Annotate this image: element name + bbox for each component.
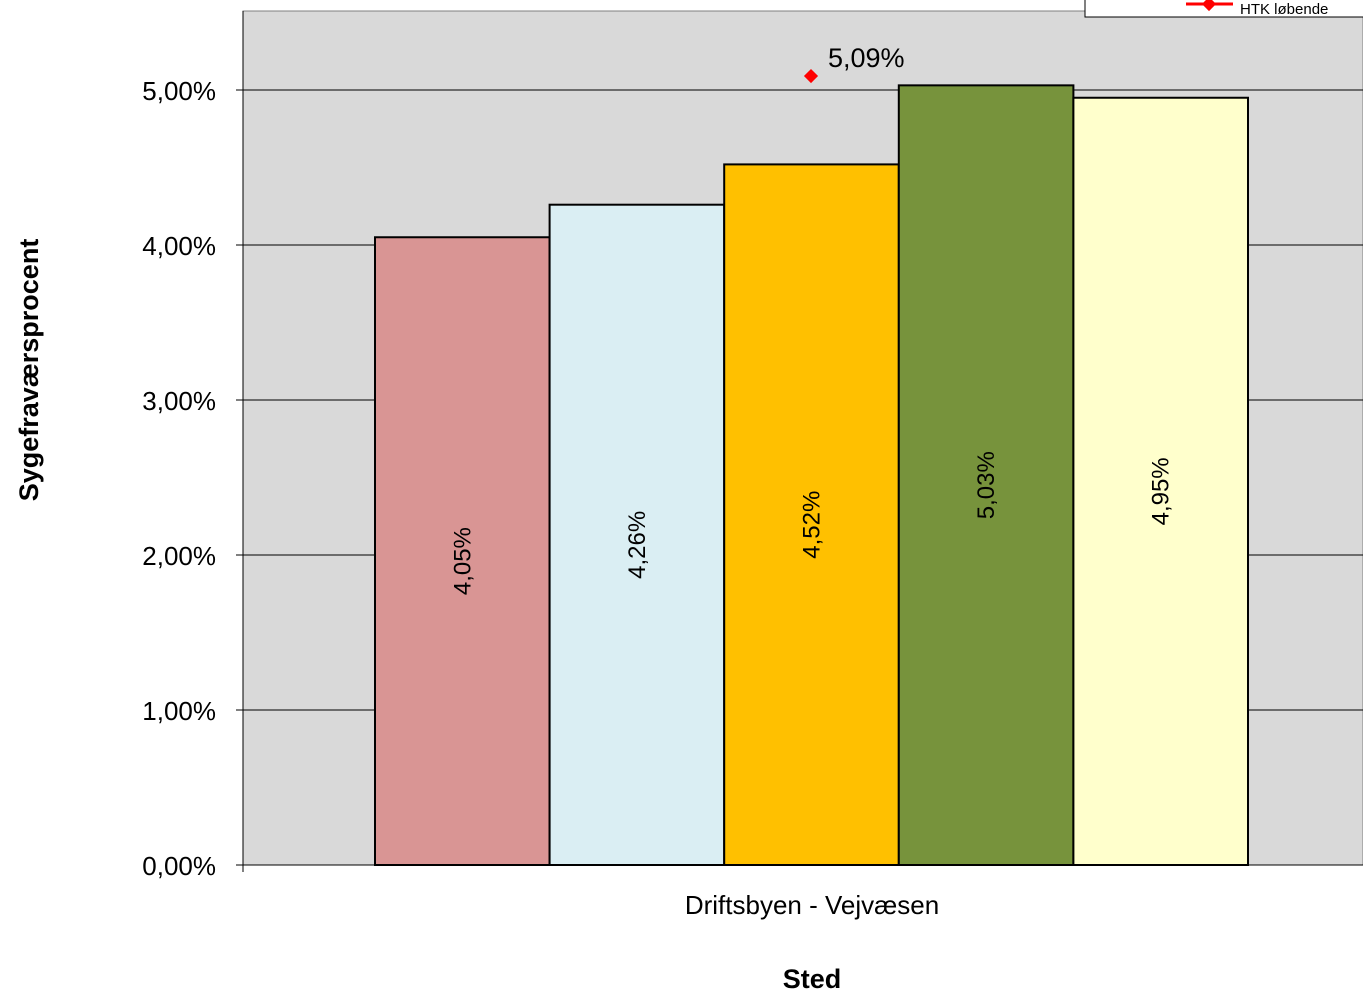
y-tick-labels: 0,00% 1,00% 2,00% 3,00% 4,00% 5,00% xyxy=(142,76,243,881)
bar xyxy=(723,163,900,866)
bar xyxy=(548,203,726,866)
y-axis-title: Sygefraværsprocent xyxy=(14,239,44,502)
marker-data-label: 5,09% xyxy=(828,43,905,73)
marker-point xyxy=(803,68,819,84)
bars: 4,05% 4,26% 4,52% 5,03% 4,95% xyxy=(374,84,1250,867)
bar-data-label: 4,26% xyxy=(624,511,651,579)
legend-label: HTK løbende xyxy=(1240,1,1328,18)
bar-data-label: 5,03% xyxy=(973,451,1000,519)
bar-data-label: 4,05% xyxy=(449,527,476,595)
y-tick-label: 1,00% xyxy=(142,696,216,726)
bar xyxy=(897,84,1075,867)
bar xyxy=(1072,96,1250,866)
marker-series: 5,09% xyxy=(803,43,905,84)
y-tick-label: 5,00% xyxy=(142,76,216,106)
x-category-label: Driftsbyen - Vejvæsen xyxy=(685,890,939,920)
x-axis-title: Sted xyxy=(783,964,842,994)
y-tick-label: 0,00% xyxy=(142,851,216,881)
legend-diamond-icon xyxy=(1201,0,1217,12)
legend: HTK løbende xyxy=(1084,0,1363,18)
legend-box xyxy=(1084,0,1363,18)
bar-data-label: 4,95% xyxy=(1148,457,1175,525)
axes xyxy=(242,11,1363,872)
y-tick-label: 2,00% xyxy=(142,541,216,571)
y-tick-label: 3,00% xyxy=(142,386,216,416)
y-tick-label: 4,00% xyxy=(142,231,216,261)
bar-data-label: 4,52% xyxy=(799,491,826,559)
